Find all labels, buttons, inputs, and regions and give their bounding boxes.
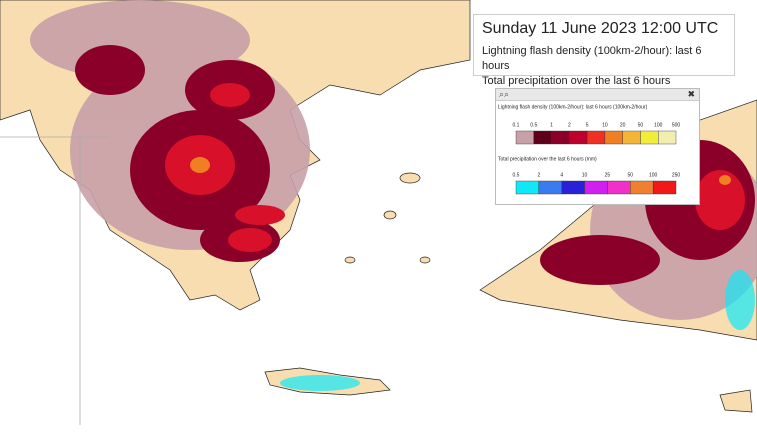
legend-tick-label: 50 [628, 172, 634, 178]
legend-title: Total precipitation over the last 6 hour… [498, 156, 597, 162]
legend-swatch [640, 130, 659, 145]
legend-swatch [561, 180, 585, 195]
legend-swatch [622, 130, 641, 145]
legend-swatch [538, 180, 562, 195]
legend-tick-label: 1 [550, 122, 553, 128]
legend-scales: Lightning flash density (100km-2/hour): … [498, 104, 681, 195]
legend-tick-label: 5 [586, 122, 589, 128]
legend-swatch [586, 130, 606, 145]
legend-tick-label: 10 [582, 172, 588, 178]
legend-swatch [569, 130, 588, 145]
legend-tick-label: 25 [605, 172, 611, 178]
map-title: Sunday 11 June 2023 12:00 UTC [482, 20, 719, 37]
legend-tick-label: 2 [568, 122, 571, 128]
legend-tick-label: 20 [620, 122, 626, 128]
legend-tick-label: 0.5 [530, 122, 537, 128]
legend-tick-label: 100 [654, 122, 663, 128]
close-button[interactable]: ✖ [687, 89, 695, 99]
legend-tick-label: 0.1 [513, 122, 520, 128]
legend-swatch [658, 130, 677, 145]
legend-tick-label: 0.5 [513, 172, 520, 178]
legend-tick-label: 10 [602, 122, 608, 128]
layer-line: Total precipitation over the last 6 hour… [482, 75, 671, 87]
legend-swatch [533, 130, 552, 145]
legend-swatch [551, 130, 570, 145]
legend-tick-label: 500 [672, 122, 681, 128]
legend-swatch [515, 130, 534, 145]
header-box: Sunday 11 June 2023 12:00 UTC Lightning … [473, 14, 735, 87]
legend-swatch [604, 130, 623, 145]
legend-tick-label: 4 [560, 172, 563, 178]
zoom-icons[interactable]: ⌕⌕ [499, 89, 510, 99]
legend-tick-label: 250 [672, 172, 681, 178]
legend-swatch [584, 180, 608, 195]
legend-tick-label: 100 [649, 172, 658, 178]
legend-swatch [607, 180, 631, 195]
layer-line: Lightning flash density (100km-2/hour): … [482, 45, 702, 72]
legend-swatch [652, 180, 677, 195]
legend-tick-label: 2 [537, 172, 540, 178]
legend-title: Lightning flash density (100km-2/hour): … [498, 104, 648, 110]
legend-toolbar: ⌕⌕ ✖ [496, 89, 699, 101]
legend-swatch [630, 180, 654, 195]
legend-panel: ⌕⌕ ✖ Lightning flash density (100km-2/ho… [495, 88, 700, 205]
legend-tick-label: 50 [638, 122, 644, 128]
legend-swatch [515, 180, 540, 195]
